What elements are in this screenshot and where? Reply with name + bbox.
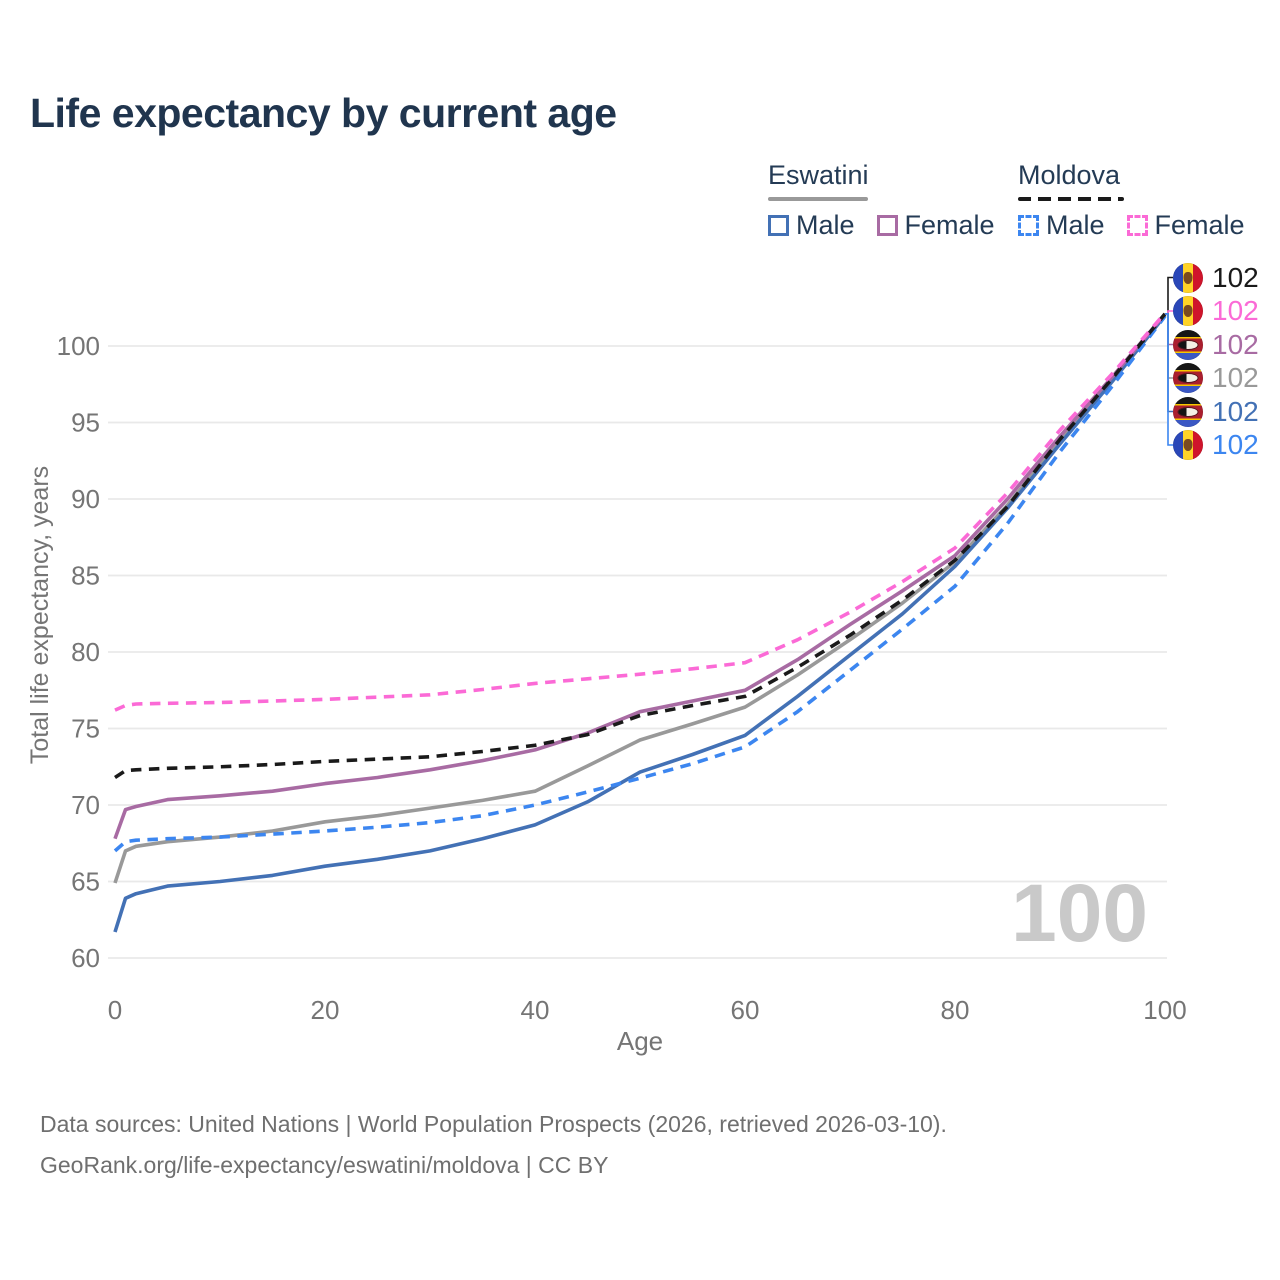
series-end-label-row: 102 — [1173, 295, 1259, 329]
eswatini-male-checkbox-icon — [768, 215, 789, 236]
series-line-moldova-total — [114, 312, 1167, 780]
moldova-emblem-icon — [1183, 271, 1193, 284]
series-end-label-row: 102 — [1173, 261, 1259, 295]
eswatini-flag-icon — [1173, 396, 1203, 427]
series-line-moldova-female — [114, 311, 1167, 712]
axis-tick-labels: 60 65 70 75 80 85 90 95 100 0 20 40 60 80 100 — [57, 331, 1187, 1025]
series-end-value: 102 — [1212, 261, 1259, 293]
series-line-moldova-male — [113, 315, 1167, 853]
moldova-female-checkbox-icon — [1126, 215, 1148, 236]
y-tick-label: 75 — [71, 714, 100, 744]
legend-header-moldova[interactable]: Moldova — [1018, 160, 1245, 201]
age-indicator-watermark: 100 — [1011, 868, 1148, 959]
series-end-value: 102 — [1212, 395, 1259, 427]
moldova-male-checkbox-icon — [1018, 215, 1039, 236]
y-tick-label: 70 — [71, 790, 100, 820]
eswatini-shield-icon — [1178, 374, 1198, 383]
series-end-value: 102 — [1212, 295, 1259, 327]
connector-line — [1165, 276, 1173, 315]
moldova-flag-icon — [1173, 296, 1203, 327]
footer-source-line: Data sources: United Nations | World Pop… — [40, 1111, 947, 1137]
legend-item-label: Female — [1154, 210, 1245, 240]
chart-title: Life expectancy by current age — [30, 90, 617, 136]
series-lines — [113, 311, 1167, 933]
y-tick-label: 65 — [71, 867, 100, 897]
y-tick-label: 85 — [71, 561, 100, 591]
y-tick-label: 100 — [57, 331, 100, 361]
y-tick-label: 95 — [71, 408, 100, 438]
connector-line — [1165, 313, 1173, 346]
x-axis-title: Age — [617, 1026, 663, 1056]
eswatini-solid-line-swatch — [768, 197, 868, 201]
series-end-label-row: 102 — [1173, 395, 1259, 429]
series-end-value: 102 — [1212, 429, 1259, 461]
x-tick-label: 0 — [108, 995, 122, 1025]
eswatini-shield-icon — [1178, 407, 1198, 416]
moldova-flag-icon — [1173, 262, 1203, 293]
legend-header-eswatini[interactable]: Eswatini — [768, 160, 995, 201]
eswatini-flag-icon — [1173, 363, 1203, 394]
x-tick-label: 20 — [311, 995, 340, 1025]
x-tick-label: 80 — [941, 995, 970, 1025]
gridlines — [108, 345, 1167, 959]
footer-attribution-line: GeoRank.org/life-expectancy/eswatini/mol… — [40, 1152, 609, 1178]
legend-item-label: Female — [904, 210, 995, 240]
series-line-eswatini-total — [113, 313, 1167, 884]
footer: Data sources: United Nations | World Pop… — [40, 1104, 947, 1186]
eswatini-shield-icon — [1178, 340, 1198, 349]
y-tick-label: 90 — [71, 484, 100, 514]
legend-header-eswatini-label: Eswatini — [768, 160, 869, 190]
x-tick-label: 40 — [521, 995, 550, 1025]
eswatini-flag-icon — [1173, 329, 1203, 360]
series-end-labels: 102 102 102 102 102 102 — [1173, 261, 1259, 462]
series-end-label-row: 102 — [1173, 328, 1259, 362]
legend-group-eswatini: Eswatini Male Female — [768, 160, 995, 241]
moldova-emblem-icon — [1183, 439, 1193, 452]
y-tick-label: 80 — [71, 637, 100, 667]
legend-item-moldova-female[interactable]: Female — [1126, 210, 1245, 241]
series-end-label-row: 102 — [1173, 429, 1259, 463]
series-end-value: 102 — [1212, 362, 1259, 394]
end-label-connectors — [1165, 276, 1173, 446]
connector-line — [1165, 313, 1173, 413]
x-tick-label: 60 — [731, 995, 760, 1025]
series-line-eswatini-male — [113, 314, 1167, 933]
moldova-flag-icon — [1173, 430, 1203, 461]
eswatini-female-checkbox-icon — [876, 215, 898, 236]
connector-line — [1165, 313, 1173, 446]
legend-item-label: Male — [796, 210, 855, 240]
y-axis-title: Total life expectancy, years — [26, 466, 54, 764]
legend-item-label: Male — [1046, 210, 1105, 240]
legend-item-eswatini-male[interactable]: Male — [768, 210, 855, 241]
moldova-dashed-line-swatch — [1018, 197, 1124, 201]
legend-item-eswatini-female[interactable]: Female — [876, 210, 995, 241]
moldova-emblem-icon — [1183, 305, 1193, 318]
legend-item-moldova-male[interactable]: Male — [1018, 210, 1105, 241]
legend-group-moldova: Moldova Male Female — [1018, 160, 1245, 241]
legend-header-moldova-label: Moldova — [1018, 160, 1121, 190]
series-end-value: 102 — [1212, 328, 1259, 360]
series-end-label-row: 102 — [1173, 362, 1259, 396]
y-tick-label: 60 — [71, 943, 100, 973]
x-tick-label: 100 — [1143, 995, 1186, 1025]
